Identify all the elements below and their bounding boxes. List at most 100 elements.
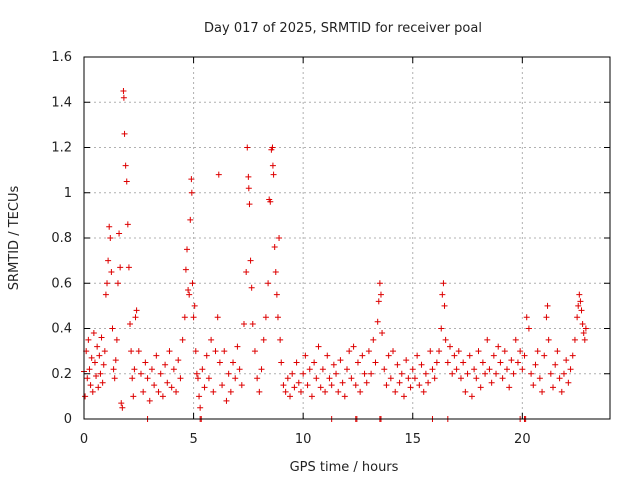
data-point [135,348,142,355]
data-point [368,370,375,377]
data-point [274,314,281,321]
data-point [179,336,186,343]
data-point [110,366,117,373]
data-point [315,343,322,350]
data-point [532,361,539,368]
data-point [569,352,576,359]
data-point [190,314,197,321]
data-point [100,361,107,368]
data-point [111,375,118,382]
data-point [377,291,384,298]
data-point [120,94,127,101]
data-point [322,388,329,395]
data-point [106,223,113,230]
data-point [221,348,228,355]
data-point [245,173,252,180]
data-point [184,246,191,253]
data-point [335,388,342,395]
data-point [431,375,438,382]
data-point [581,336,588,343]
data-point [121,130,128,137]
data-point [282,388,289,395]
data-point [144,375,151,382]
data-point [328,382,335,389]
data-point [409,366,416,373]
data-point [280,382,287,389]
data-point [131,366,138,373]
data-point [508,357,515,364]
data-point [475,348,482,355]
data-point [203,352,210,359]
data-point [398,370,405,377]
data-point [477,384,484,391]
y-tick-label: 0.2 [51,367,72,382]
data-point [439,291,446,298]
data-point [236,366,243,373]
data-point [104,280,111,287]
data-point [565,379,572,386]
data-point [269,144,276,151]
data-point [466,352,473,359]
data-point [293,359,300,366]
data-point [541,352,548,359]
data-point [333,370,340,377]
data-point [324,352,331,359]
data-point [260,336,267,343]
data-point [125,264,132,271]
data-point [453,366,460,373]
data-point [219,382,226,389]
data-point [484,336,491,343]
data-point [188,176,195,183]
data-point [272,268,279,275]
data-point [201,384,208,391]
grid [84,57,610,419]
data-point [157,370,164,377]
data-point [215,171,222,178]
data-point [96,352,103,359]
data-point [447,343,454,350]
data-point [105,257,112,264]
data-point [155,388,162,395]
data-point [574,314,581,321]
data-point [464,370,471,377]
data-point [550,384,557,391]
data-point [444,359,451,366]
data-point [411,375,418,382]
data-point [420,388,427,395]
data-point [577,298,584,305]
data-point [519,366,526,373]
data-point [438,325,445,332]
data-point [287,393,294,400]
data-point [249,320,256,327]
data-point [348,375,355,382]
data-point [284,375,291,382]
data-point [457,375,464,382]
data-point [556,375,563,382]
data-point [122,162,129,169]
data-point [270,171,277,178]
data-point [471,366,478,373]
data-point [422,370,429,377]
data-point [578,307,585,314]
data-point [512,336,519,343]
data-point [319,366,326,373]
data-point [251,348,258,355]
data-point [304,382,311,389]
data-point [359,352,366,359]
data-point [510,370,517,377]
data-point [234,343,241,350]
data-point [107,235,114,241]
data-point [93,373,100,380]
data-point [205,375,212,382]
data-point [99,379,106,386]
data-point [273,291,280,298]
data-point [170,366,177,373]
data-point [493,370,500,377]
data-point [185,287,192,294]
data-point [232,375,239,382]
data-point [173,388,180,395]
data-point [576,291,583,298]
data-point [400,393,407,400]
data-point [240,320,247,327]
data-point [291,384,298,391]
